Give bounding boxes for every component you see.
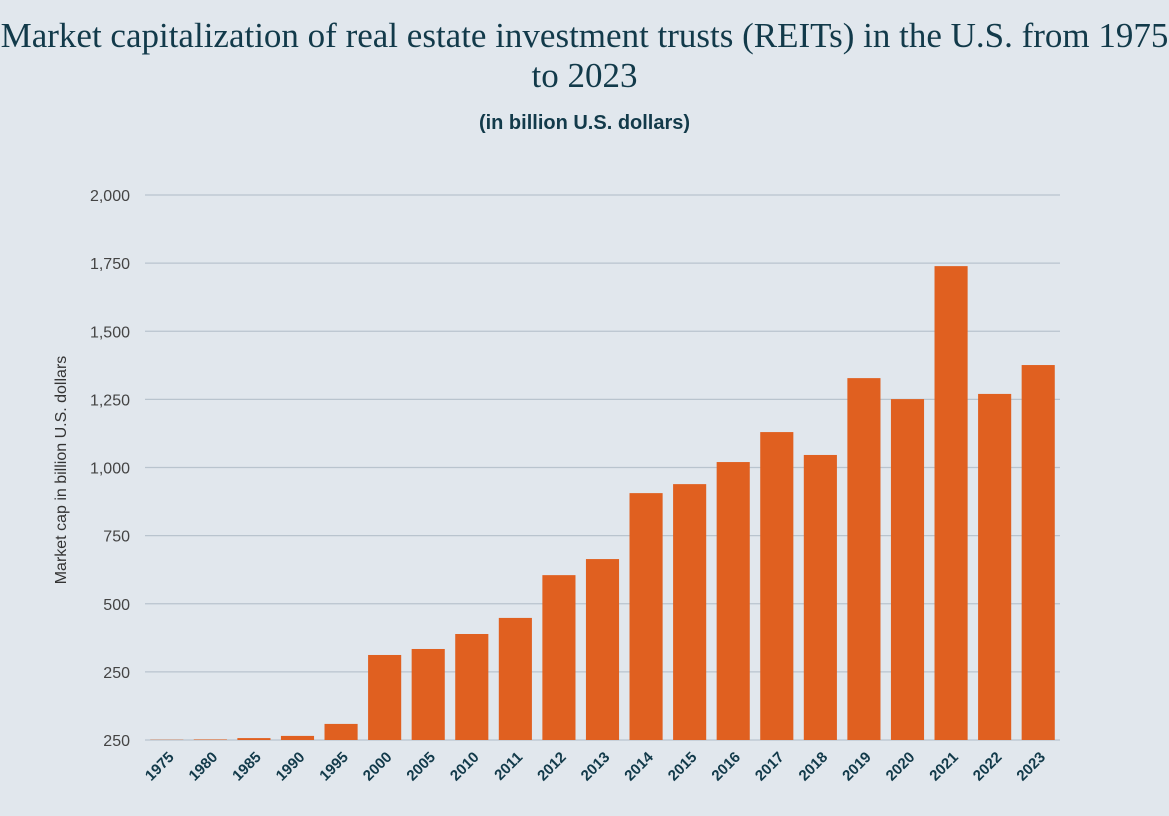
y-tick-label: 1,750 xyxy=(90,256,130,273)
y-tick-label: 2,000 xyxy=(90,188,130,205)
y-tick-label: 1,500 xyxy=(90,324,130,341)
bar-2017 xyxy=(760,432,794,740)
x-tick-label: 2021 xyxy=(926,749,962,785)
bar-1995 xyxy=(324,723,358,740)
x-tick-label: 2022 xyxy=(970,749,1006,785)
bar-2022 xyxy=(978,393,1012,740)
bar-2013 xyxy=(585,559,620,740)
chart-title: Market capitalization of real estate inv… xyxy=(0,16,1169,95)
x-tick-label: 2011 xyxy=(491,749,526,784)
bar-2019 xyxy=(847,378,881,740)
x-tick-label: 2018 xyxy=(796,749,832,785)
x-tick-label: 2020 xyxy=(883,749,919,785)
x-tick-label: 2016 xyxy=(708,749,744,785)
y-axis-title: Market cap in billion U.S. dollars xyxy=(53,356,70,585)
bar-2014 xyxy=(629,493,663,740)
bar-1985 xyxy=(237,738,271,740)
bar-2010 xyxy=(455,633,489,740)
y-tick-label: 1,000 xyxy=(90,461,130,478)
bar-2020 xyxy=(890,399,925,740)
x-tick-label: 2017 xyxy=(752,749,788,785)
y-tick-label: 750 xyxy=(103,529,130,546)
x-tick-label: 2023 xyxy=(1013,749,1049,785)
bar-2023 xyxy=(1021,365,1055,740)
bar-2000 xyxy=(368,654,402,740)
x-tick-label: 1985 xyxy=(229,749,265,785)
bar-1980 xyxy=(193,739,227,740)
bar-2016 xyxy=(716,462,750,740)
x-tick-label: 1975 xyxy=(142,749,178,785)
x-tick-label: 2014 xyxy=(621,748,657,784)
x-tick-label: 2000 xyxy=(360,749,396,785)
y-tick-label: 500 xyxy=(103,597,130,614)
y-tick-label: 250 xyxy=(103,733,130,750)
x-tick-label: 2013 xyxy=(578,749,614,785)
bar-2018 xyxy=(803,454,837,740)
bar-2005 xyxy=(411,648,445,740)
bar-1990 xyxy=(280,735,315,740)
x-tick-label: 1980 xyxy=(186,749,222,785)
x-tick-label: 2012 xyxy=(534,749,570,785)
bar-2011 xyxy=(498,617,532,740)
bar-2021 xyxy=(934,266,968,740)
x-tick-label: 1990 xyxy=(273,749,309,785)
bar-2015 xyxy=(673,484,707,740)
chart-subtitle: (in billion U.S. dollars) xyxy=(478,112,691,134)
x-tick-label: 2015 xyxy=(665,749,701,785)
bar-2012 xyxy=(542,575,576,740)
x-tick-label: 2019 xyxy=(839,749,875,785)
y-tick-label: 250 xyxy=(103,665,130,682)
x-tick-label: 2005 xyxy=(403,749,439,785)
y-tick-label: 1,250 xyxy=(90,392,130,409)
x-tick-label: 1995 xyxy=(316,749,352,785)
x-tick-label: 2010 xyxy=(447,749,483,785)
